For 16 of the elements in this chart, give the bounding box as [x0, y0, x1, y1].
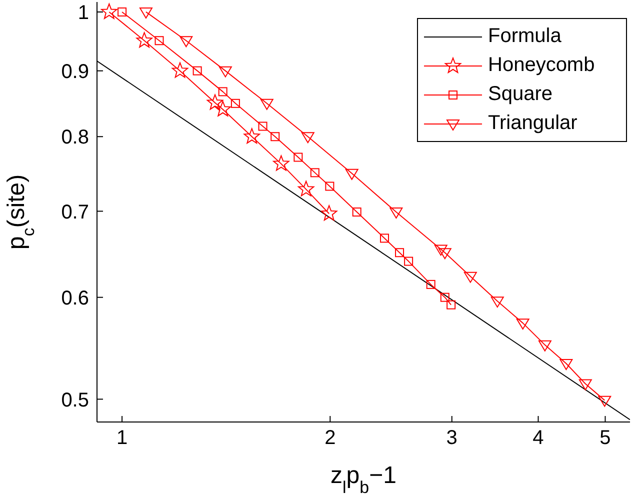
x-tick-label: 2: [324, 427, 336, 450]
y-tick-label: 0.5: [61, 389, 89, 412]
x-tick-label: 3: [446, 427, 458, 450]
y-tick-label: 0.8: [61, 126, 89, 149]
legend-label: Honeycomb: [488, 54, 595, 77]
x-tick-label: 4: [532, 427, 544, 450]
y-tick-label: 0.7: [61, 201, 89, 224]
y-tick-label: 0.9: [61, 60, 89, 83]
y-tick-label: 0.6: [61, 287, 89, 310]
legend-label: Square: [488, 83, 552, 106]
x-tick-label: 5: [600, 427, 611, 450]
legend-label: Formula: [488, 25, 562, 48]
y-tick-label: 1: [78, 2, 89, 24]
x-axis-title: z$_{l}$p$_{b}$−1: [330, 462, 396, 496]
x-tick-label: 1: [116, 427, 128, 450]
legend-label: Triangular: [488, 112, 578, 135]
